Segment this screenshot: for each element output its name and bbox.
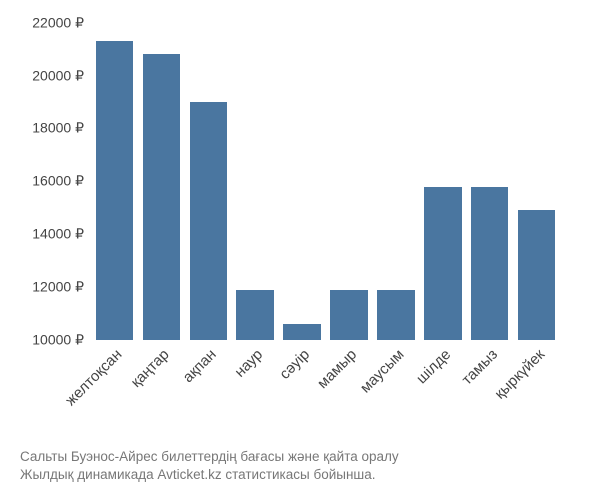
bar <box>471 187 509 340</box>
bar <box>96 41 134 340</box>
bar <box>424 187 462 340</box>
y-axis: 10000 ₽12000 ₽14000 ₽16000 ₽18000 ₽20000… <box>10 20 88 340</box>
x-tick-label: желтоқсан <box>62 346 125 409</box>
caption-line-1: Сальты Буэнос-Айрес билеттердің бағасы ж… <box>20 448 580 466</box>
bar-slot <box>185 20 232 340</box>
bar-slot <box>419 20 466 340</box>
y-tick-label: 22000 ₽ <box>32 14 84 31</box>
bar <box>518 210 556 340</box>
bar-slot <box>232 20 279 340</box>
bar <box>236 290 274 340</box>
bar-slot <box>466 20 513 340</box>
bars-container <box>91 20 560 340</box>
x-tick-label: сәуір <box>277 346 314 383</box>
y-tick-label: 18000 ₽ <box>32 120 84 137</box>
bar <box>377 290 415 340</box>
price-chart: 10000 ₽ 12000 ₽ 14000 ₽ 16000 ₽ 18000 ₽ 20000… <box>10 10 580 490</box>
bar <box>143 54 181 340</box>
bar <box>283 324 321 340</box>
caption-line-2: Жылдық динамикада Avticket.kz статистика… <box>20 466 580 484</box>
x-tick-label: наур <box>232 346 267 381</box>
x-tick-label: шілде <box>413 346 454 387</box>
bar <box>190 102 228 340</box>
bar-slot <box>513 20 560 340</box>
y-tick-label: 10000 ₽ <box>32 332 84 349</box>
bar-slot <box>326 20 373 340</box>
plot-area <box>90 20 560 340</box>
bar <box>330 290 368 340</box>
y-tick-label: 12000 ₽ <box>32 279 84 296</box>
bar-slot <box>138 20 185 340</box>
x-tick-label: тамыз <box>459 346 501 388</box>
bar-slot <box>91 20 138 340</box>
bar-slot <box>372 20 419 340</box>
x-tick-label: ақпан <box>179 346 219 386</box>
y-tick-label: 16000 ₽ <box>32 173 84 190</box>
bar-slot <box>279 20 326 340</box>
y-tick-label: 14000 ₽ <box>32 226 84 243</box>
chart-caption: Сальты Буэнос-Айрес билеттердің бағасы ж… <box>20 448 580 484</box>
y-tick-label: 20000 ₽ <box>32 67 84 84</box>
